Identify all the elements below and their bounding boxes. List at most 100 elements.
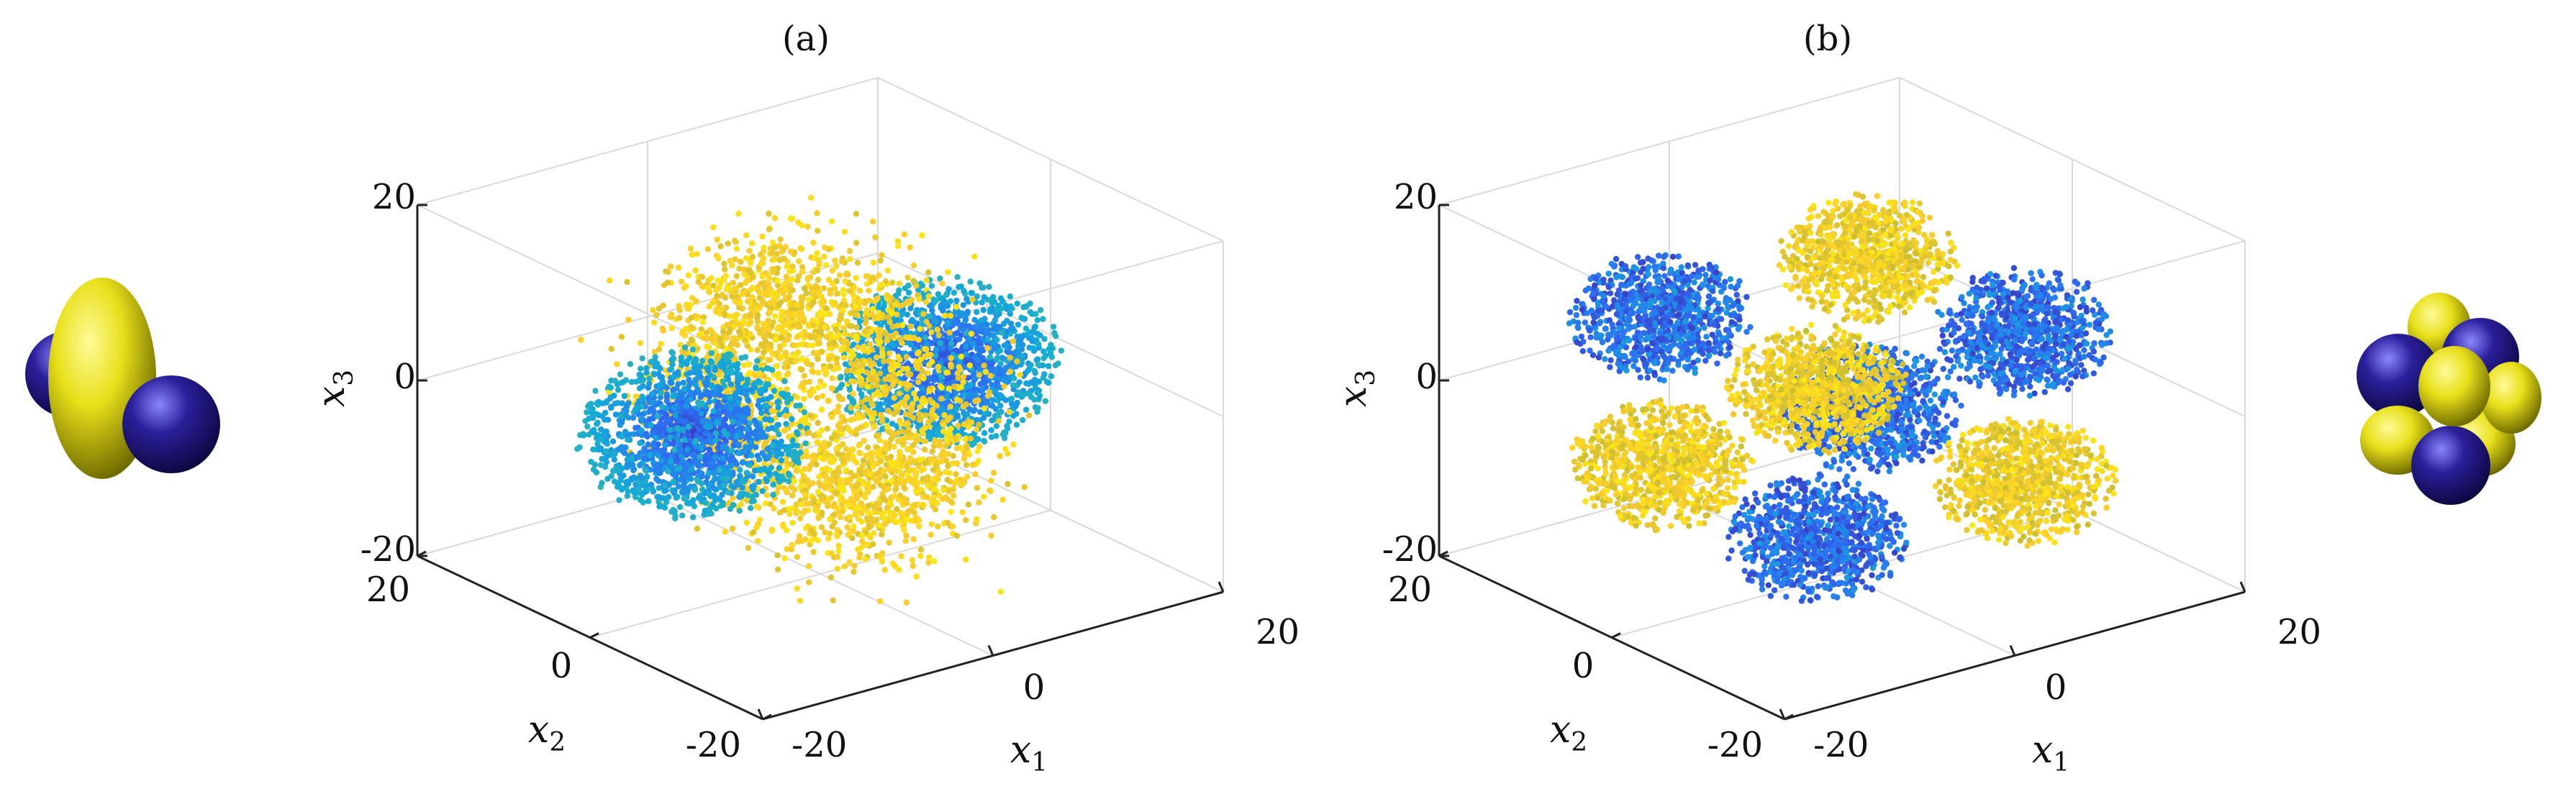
scatter-point-a — [843, 271, 850, 278]
scatter-point-a — [864, 444, 871, 451]
scatter-point-a — [745, 407, 751, 414]
scatter-point-a — [964, 411, 971, 418]
scatter-point-a — [747, 505, 754, 511]
scatter-point-a — [667, 263, 674, 270]
scatter-point-a — [722, 294, 729, 301]
scatter-point-a — [997, 295, 1004, 301]
scatter-point-a — [896, 391, 903, 397]
scatter-point-a — [718, 343, 725, 350]
scatter-point-a — [1051, 329, 1058, 337]
scatter-point-a — [735, 304, 743, 311]
scatter-point-a — [998, 329, 1005, 336]
scatter-point-a — [988, 478, 994, 484]
scatter-point-a — [769, 250, 776, 256]
scatter-point-a — [1035, 378, 1041, 385]
scatter-point-a — [689, 346, 696, 353]
scatter-point-a — [781, 378, 788, 385]
scatter-point-a — [1001, 377, 1007, 383]
scatter-point-a — [822, 262, 830, 268]
scatter-point-a — [1015, 389, 1022, 396]
scatter-point-a — [989, 299, 995, 306]
scatter-point-a — [761, 349, 767, 356]
scatter-point-a — [981, 438, 988, 444]
scatter-point-a — [945, 320, 951, 327]
scatter-point-a — [882, 473, 889, 480]
scatter-point-a — [902, 285, 909, 291]
scatter-point-a — [781, 555, 788, 562]
scatter-point-a — [632, 406, 639, 413]
scatter-point-a — [748, 269, 754, 276]
scatter-point-a — [645, 384, 652, 391]
scatter-point-a — [853, 211, 860, 217]
scatter-point-a — [1018, 314, 1025, 321]
scatter-point-a — [697, 362, 704, 370]
scatter-point-a — [853, 311, 859, 319]
scatter-point-a — [795, 273, 802, 280]
scatter-point-a — [876, 370, 883, 377]
scatter-point-a — [628, 378, 635, 385]
scatter-point-a — [789, 263, 796, 270]
scatter-point-a — [865, 488, 872, 495]
scatter-point-a — [981, 430, 988, 437]
scatter-point-a — [951, 480, 958, 487]
scatter-point-a — [748, 240, 756, 247]
scatter-point-a — [715, 255, 722, 262]
scatter-point-a — [799, 355, 805, 362]
scatter-point-a — [853, 275, 859, 281]
scatter-point-a — [987, 355, 993, 361]
scatter-point-a — [846, 559, 853, 565]
scatter-point-a — [938, 373, 945, 380]
scatter-point-a — [759, 429, 766, 436]
scatter-point-a — [698, 326, 704, 332]
scatter-point-a — [1010, 382, 1017, 388]
scatter-point-a — [971, 253, 978, 260]
scatter-point-a — [763, 365, 771, 372]
scatter-point-a — [753, 503, 760, 510]
scatter-point-a — [712, 367, 718, 373]
scatter-point-a — [780, 282, 787, 288]
scatter-point-a — [802, 491, 809, 498]
scatter-point-a — [651, 462, 658, 468]
scatter-point-a — [1025, 334, 1033, 342]
scatter-point-a — [956, 336, 963, 342]
scatter-point-a — [1046, 379, 1052, 386]
scatter-point-a — [730, 457, 737, 463]
scatter-point-a — [786, 311, 792, 317]
scatter-point-a — [1013, 411, 1020, 417]
scatter-point-a — [953, 297, 960, 304]
scatter-point-a — [782, 413, 789, 419]
scatter-point-a — [703, 335, 709, 342]
scatter-point-a — [934, 327, 941, 333]
scatter-point-a — [866, 347, 872, 354]
scatter-point-a — [992, 367, 999, 373]
scatter-point-a — [743, 255, 750, 262]
scatter-point-a — [710, 282, 717, 289]
scatter-point-a — [991, 514, 997, 521]
scatter-point-a — [848, 323, 855, 329]
scatter-point-a — [662, 368, 669, 374]
scatter-point-a — [995, 302, 1002, 309]
scatter-point-a — [756, 370, 763, 377]
scatter-point-a — [609, 438, 617, 444]
scatter-point-a — [734, 342, 740, 348]
scatter-point-a — [870, 259, 877, 266]
scatter-point-a — [724, 283, 731, 291]
scatter-point-a — [637, 339, 644, 347]
scatter-point-a — [856, 481, 862, 488]
scatter-point-a — [884, 295, 890, 301]
scatter-point-a — [856, 318, 863, 324]
scatter-point-a — [646, 375, 653, 382]
scatter-point-a — [815, 384, 822, 391]
scatter-point-a — [1034, 316, 1041, 324]
scatter-point-a — [1035, 341, 1042, 347]
scatter-point-a — [806, 579, 812, 585]
scatter-point-a — [819, 393, 826, 399]
scatter-point-a — [780, 291, 786, 297]
scatter-point-a — [1040, 316, 1046, 322]
scatter-point-a — [907, 244, 913, 251]
scatter-point-a — [943, 469, 949, 475]
scatter-point-a — [745, 361, 752, 368]
scatter-point-a — [618, 334, 625, 340]
scatter-point-a — [862, 328, 869, 334]
scatter-point-a — [815, 356, 821, 362]
